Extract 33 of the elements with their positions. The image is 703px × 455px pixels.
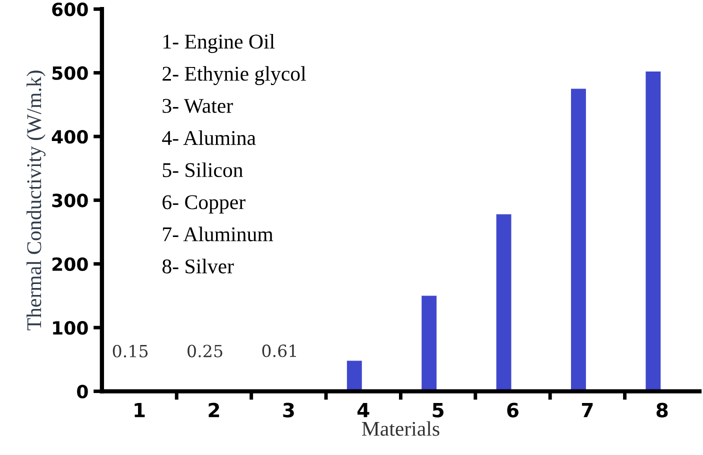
x-tick-label: 8: [656, 402, 668, 418]
bar: [646, 72, 661, 392]
x-tick-label: 3: [283, 402, 294, 418]
x-axis-title: Materials: [362, 421, 440, 436]
x-tick-label: 2: [208, 402, 220, 418]
x-tick-label: 1: [134, 403, 145, 418]
y-tick-label: 200: [52, 257, 88, 272]
annotation: 1- Engine Oil: [164, 34, 275, 53]
y-axis-title: Thermal Conductivity (W/m.k): [26, 70, 46, 330]
annotation: 3- Water: [162, 98, 233, 114]
bar: [571, 88, 586, 392]
bar: [496, 214, 512, 392]
y-tick-label: 0: [77, 384, 88, 398]
bar: [422, 296, 437, 392]
y-tick-label: 600: [52, 2, 88, 16]
annotation: 8- Silver: [162, 258, 234, 274]
data-label: 0.25: [188, 344, 222, 358]
y-tick-label: 500: [52, 66, 88, 80]
x-tick-label: 7: [582, 403, 593, 418]
x-tick-label: 6: [507, 402, 518, 418]
annotation: 7- Aluminum: [163, 226, 274, 242]
data-label: 0.15: [112, 344, 148, 358]
annotation: 2- Ethynie glycol: [162, 66, 306, 86]
y-tick-label: 300: [52, 194, 88, 208]
y-tick-label: 100: [53, 321, 88, 335]
data-label: 0.61: [262, 344, 296, 358]
y-tick-label: 400: [52, 130, 88, 144]
annotation: 6- Copper: [162, 195, 246, 214]
annotation: 5- Silicon: [162, 162, 243, 178]
annotation: 4- Alumina: [162, 130, 256, 146]
bar: [346, 360, 362, 392]
x-tick-label: 5: [432, 403, 444, 418]
x-tick-label: 4: [357, 403, 370, 418]
